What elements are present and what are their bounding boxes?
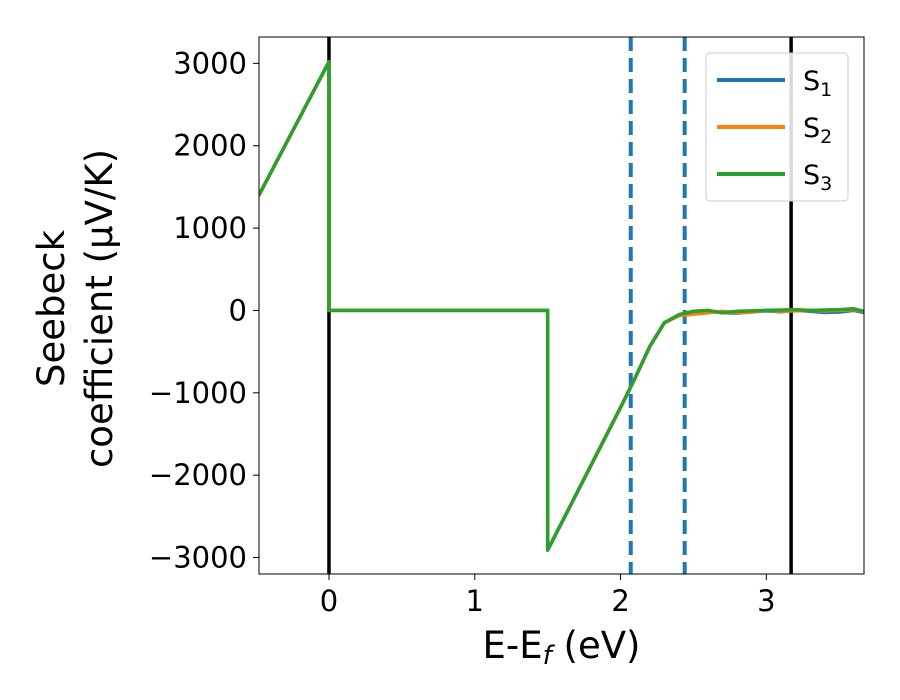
y-tick-label: −1000 — [149, 376, 247, 410]
x-tick-label: 1 — [466, 584, 484, 618]
x-tick-label: 3 — [757, 584, 775, 618]
y-axis-label-line1: Seebeck — [30, 229, 73, 387]
y-tick-label: −3000 — [149, 541, 247, 575]
y-axis-label-line2: coefficient (μV/K) — [78, 149, 121, 468]
y-tick-label: 0 — [229, 293, 247, 327]
x-axis-ticks: 0 1 2 3 — [320, 574, 776, 618]
y-tick-label: 2000 — [173, 129, 247, 163]
plot-frame — [258, 36, 865, 575]
series-lines — [259, 59, 864, 552]
x-tick-label: 2 — [611, 584, 629, 618]
x-axis-label-unit: (eV) — [552, 624, 641, 667]
y-axis-ticks: −3000 −2000 −1000 0 1000 2000 3000 — [149, 46, 259, 575]
legend-entry-label: S2 — [803, 113, 832, 148]
series-line-s3 — [259, 59, 864, 552]
x-tick-label: 0 — [320, 584, 338, 618]
y-tick-label: −2000 — [149, 458, 247, 492]
y-tick-label: 3000 — [173, 46, 247, 80]
x-axis-label: E-Ef (eV) — [483, 624, 641, 671]
y-axis-label: Seebeck coefficient (μV/K) — [30, 149, 121, 468]
legend: S1 S2 S3 — [705, 52, 849, 202]
legend-entry-label: S3 — [803, 160, 832, 195]
y-tick-label: 1000 — [173, 211, 247, 245]
legend-entry-label: S1 — [803, 66, 832, 101]
x-axis-label-main: E-E — [483, 624, 543, 667]
